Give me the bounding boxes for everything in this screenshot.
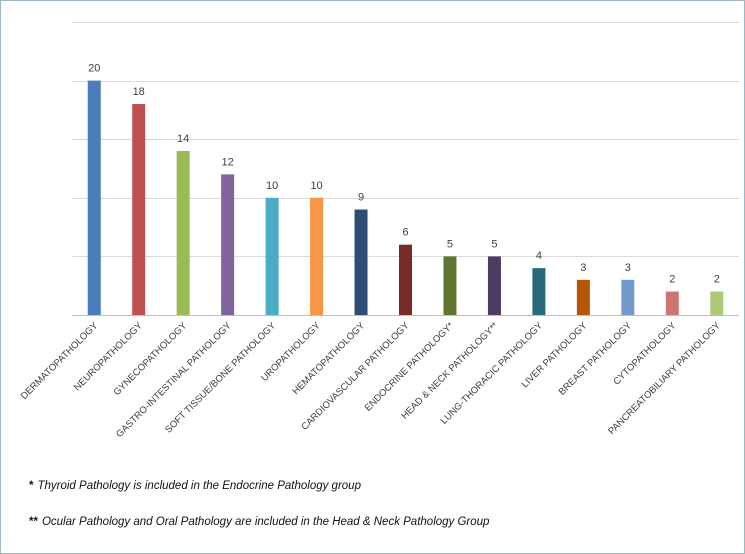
footnote-text: Thyroid Pathology is included in the End… — [37, 480, 361, 492]
bar — [576, 279, 590, 315]
data-label: 4 — [536, 250, 542, 262]
bar — [132, 104, 146, 315]
data-label: 5 — [491, 238, 497, 250]
category-label: DERMATOPATHOLOGY — [19, 320, 101, 402]
bar — [621, 279, 635, 315]
data-label: 3 — [625, 262, 631, 274]
bar — [399, 244, 412, 315]
data-label: 2 — [669, 274, 675, 286]
bar-chart: 20DERMATOPATHOLOGY18NEUROPATHOLOGY14GYNE… — [19, 22, 739, 440]
bar — [443, 256, 457, 315]
bar — [87, 80, 101, 315]
bar — [310, 197, 324, 315]
data-label: 5 — [447, 238, 453, 250]
data-label: 20 — [88, 63, 100, 75]
bar — [532, 268, 546, 315]
data-label: 18 — [133, 86, 145, 98]
bar — [710, 291, 724, 315]
data-label: 14 — [177, 133, 189, 145]
category-label: HEMATOPATHOLOGY — [290, 320, 367, 397]
bar — [176, 150, 190, 315]
data-label: 3 — [580, 262, 586, 274]
footnote-mark: ** — [29, 516, 38, 528]
data-label: 12 — [222, 156, 234, 168]
data-label: 10 — [266, 180, 278, 192]
footnote-endocrine: * Thyroid Pathology is included in the En… — [29, 480, 361, 492]
bar — [354, 209, 368, 315]
footnote-text: Ocular Pathology and Oral Pathology are … — [41, 516, 490, 528]
data-label: 2 — [714, 274, 720, 286]
bar — [265, 197, 279, 315]
data-label: 6 — [402, 227, 408, 239]
category-label: GYNECOPATHOLOGY — [112, 320, 190, 398]
footnote-head-neck: ** Ocular Pathology and Oral Pathology ar… — [29, 516, 489, 528]
bar — [487, 256, 501, 315]
data-label: 10 — [310, 180, 322, 192]
footnote-mark: * — [29, 480, 34, 492]
bar — [221, 174, 235, 315]
data-label: 9 — [358, 192, 364, 204]
bar — [665, 291, 679, 315]
category-label: BREAST PATHOLOGY — [557, 320, 635, 398]
category-label: ENDOCRINE PATHOLOGY* — [363, 320, 457, 414]
